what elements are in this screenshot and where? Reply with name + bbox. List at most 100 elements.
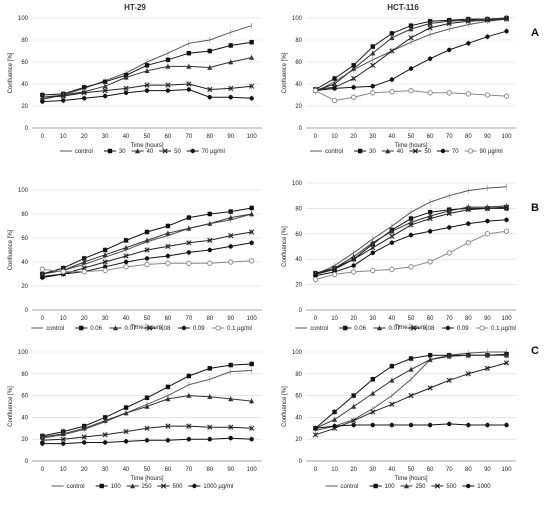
legend-label: control	[75, 149, 93, 155]
y-tick-label: 100	[18, 16, 29, 22]
data-point	[165, 423, 171, 429]
data-point	[207, 424, 213, 430]
data-point	[351, 403, 357, 409]
series-2	[39, 392, 255, 441]
data-point	[312, 87, 319, 94]
data-point	[408, 87, 414, 94]
data-point	[408, 422, 414, 428]
series-5	[39, 257, 255, 275]
data-point	[249, 40, 254, 45]
y-axis-label: Confluence [%]	[282, 226, 288, 267]
legend-item: 500	[431, 483, 457, 490]
data-point	[446, 90, 452, 96]
legend-marker	[403, 483, 410, 489]
data-point	[351, 75, 357, 82]
data-point	[446, 250, 452, 256]
y-tick-label: 60	[295, 232, 302, 238]
data-point	[102, 93, 108, 99]
data-point	[228, 244, 233, 249]
legend-marker	[343, 325, 348, 331]
series-0	[315, 349, 507, 434]
legend-label: control	[46, 326, 64, 332]
data-point	[370, 44, 375, 49]
data-point	[81, 259, 87, 265]
legend-item: control	[51, 484, 85, 490]
series-3	[39, 423, 255, 444]
y-tick-label: 20	[21, 104, 28, 110]
data-point	[144, 425, 150, 431]
data-point	[207, 437, 212, 442]
legend-marker	[112, 325, 119, 331]
data-point	[332, 86, 337, 91]
data-point	[370, 240, 376, 245]
x-tick-label: 50	[408, 467, 415, 473]
y-tick-label: 100	[292, 350, 303, 356]
data-point	[408, 26, 414, 32]
x-tick-label: 80	[465, 134, 472, 140]
data-point	[207, 86, 213, 93]
data-point	[123, 439, 129, 444]
data-point	[332, 423, 337, 429]
data-point	[503, 228, 510, 234]
data-point	[465, 207, 471, 213]
x-tick-label: 40	[389, 134, 396, 140]
legend-item: 40	[131, 148, 154, 155]
data-point	[186, 250, 192, 255]
row-letter-b: B	[531, 202, 539, 214]
data-point	[249, 211, 255, 217]
data-point	[351, 393, 356, 398]
y-tick-label: 80	[295, 206, 302, 212]
legend-item: 50	[159, 148, 181, 155]
legend-marker	[479, 325, 485, 331]
data-point	[427, 229, 433, 234]
data-point	[144, 88, 150, 93]
data-point	[465, 18, 471, 24]
legend-item: 50	[409, 148, 432, 155]
legend-label: 0.09	[193, 326, 205, 332]
legend-label: 90 µg/ml	[480, 149, 503, 155]
legend-item: 100	[369, 483, 395, 490]
data-point	[228, 362, 233, 368]
data-point	[249, 55, 255, 60]
legend-label: 0.1 µg/ml	[491, 326, 516, 332]
legend-marker	[162, 148, 168, 154]
x-tick-label: 10	[60, 134, 67, 140]
data-point	[207, 247, 212, 253]
x-tick-label: 100	[247, 467, 258, 473]
row-letter-c: C	[531, 345, 539, 357]
data-point	[447, 47, 452, 53]
legend-label: 50	[424, 149, 431, 155]
data-point	[39, 94, 45, 100]
data-point	[102, 259, 108, 265]
y-tick-label: 80	[21, 38, 28, 44]
data-point	[186, 260, 192, 266]
y-tick-label: 80	[295, 372, 302, 378]
data-point	[485, 422, 490, 428]
data-point	[249, 240, 254, 245]
data-point	[228, 85, 234, 91]
x-tick-label: 100	[502, 316, 513, 322]
x-tick-label: 70	[186, 316, 193, 322]
data-point	[207, 64, 213, 70]
data-point	[123, 428, 129, 435]
legend-marker	[134, 148, 141, 154]
data-point	[370, 250, 375, 256]
legend-marker	[160, 483, 167, 489]
data-point	[186, 240, 192, 246]
series-4	[313, 420, 509, 432]
series-3	[312, 359, 510, 438]
x-tick-label: 90	[227, 316, 234, 322]
data-point	[313, 273, 318, 278]
data-point	[408, 222, 414, 228]
data-point	[408, 393, 414, 399]
legend-label: 1000	[477, 484, 491, 490]
y-axis-label: Confluence [%]	[282, 52, 288, 93]
legend-item: 30	[103, 148, 126, 155]
data-point	[389, 377, 395, 383]
y-tick-label: 60	[21, 60, 28, 66]
x-tick-label: 90	[484, 316, 491, 322]
data-point	[351, 418, 357, 424]
series-5	[312, 228, 510, 283]
data-point	[249, 398, 255, 404]
